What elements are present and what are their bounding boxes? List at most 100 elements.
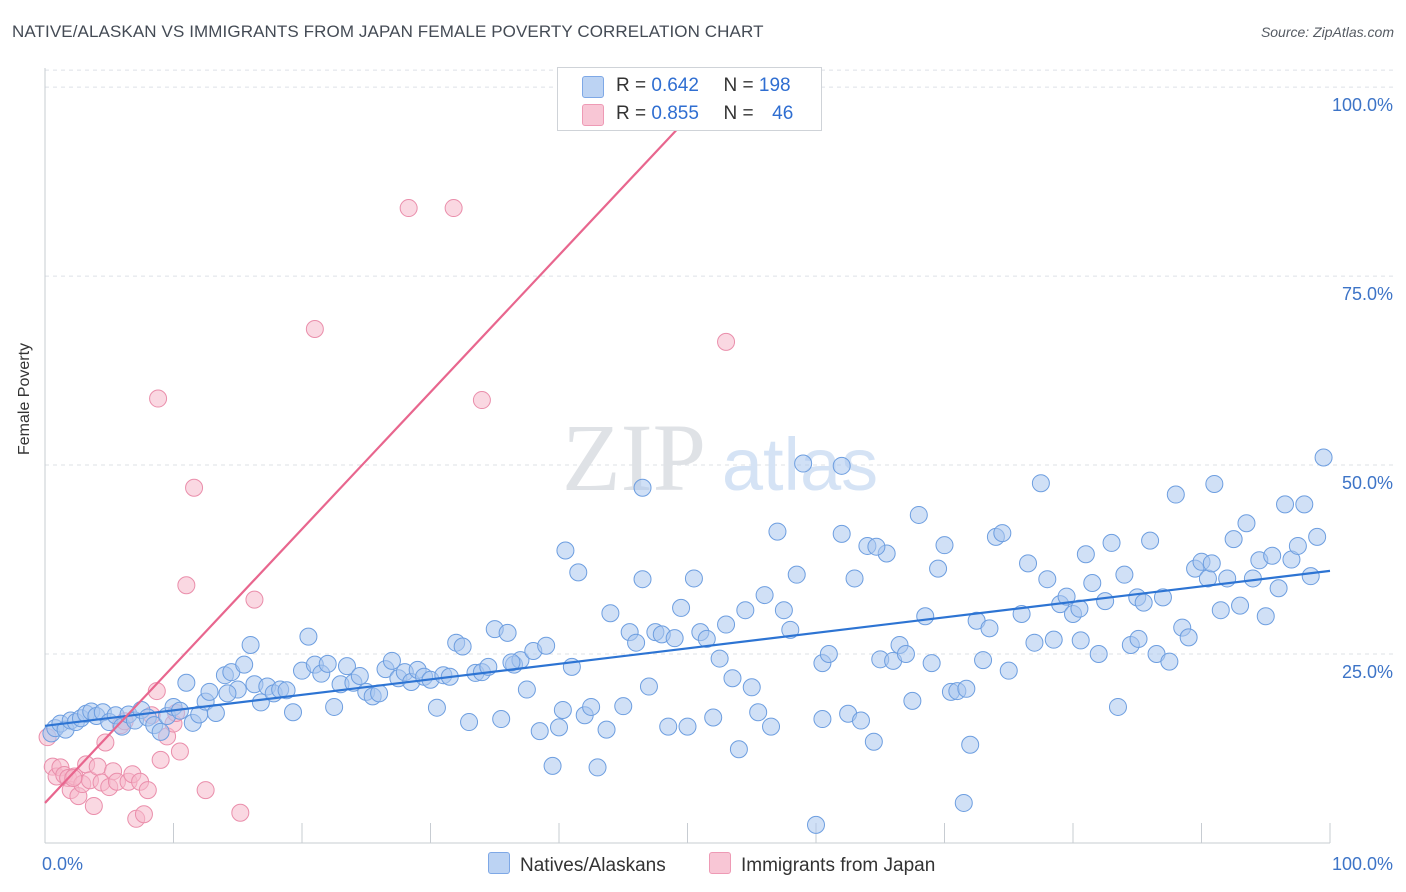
data-point-natives [755, 586, 774, 605]
legend-label-japan: Immigrants from Japan [741, 855, 936, 876]
data-point-natives [151, 722, 170, 741]
legend-r-value: 0.642 [651, 75, 699, 96]
data-point-natives [1269, 579, 1288, 598]
data-point-natives [1025, 633, 1044, 652]
data-point-natives [498, 623, 517, 642]
data-point-natives [717, 615, 736, 634]
legend-r-label: R = [616, 103, 647, 124]
data-point-japan [231, 803, 250, 822]
data-point-natives [1166, 485, 1185, 504]
data-point-natives [903, 691, 922, 710]
data-point-japan [138, 781, 157, 800]
data-point-natives [819, 645, 838, 664]
data-point-natives [633, 570, 652, 589]
axes [44, 68, 1331, 844]
legend-n-value: 198 [758, 75, 791, 96]
data-point-natives [582, 697, 601, 716]
legend-swatch-blue [488, 852, 510, 874]
data-point-natives [177, 673, 196, 692]
data-point-natives [1012, 604, 1031, 623]
data-point-natives [325, 697, 344, 716]
data-point-natives [762, 717, 781, 736]
data-point-natives [935, 536, 954, 555]
data-point-natives [550, 718, 568, 737]
data-point-japan [717, 332, 736, 351]
data-point-natives [896, 645, 915, 664]
series-legend: Natives/Alaskans Immigrants from Japan [0, 852, 1406, 878]
data-point-japan [196, 781, 215, 800]
data-point-natives [845, 569, 864, 588]
data-point-natives [1301, 567, 1320, 586]
x-tick-label: 0.0% [42, 854, 83, 874]
data-point-natives [517, 680, 536, 699]
legend-item-natives[interactable]: Natives/Alaskans [488, 852, 666, 877]
data-point-natives [1295, 495, 1314, 514]
data-point-natives [1089, 645, 1108, 664]
data-point-japan [134, 805, 153, 824]
data-point-natives [241, 635, 260, 654]
data-point-natives [1153, 588, 1172, 607]
data-point-natives [1129, 629, 1148, 648]
data-point-natives [370, 684, 389, 703]
data-point-natives [1108, 697, 1127, 716]
trendline-natives [44, 569, 1331, 727]
data-point-natives [665, 629, 684, 648]
data-point-japan [170, 742, 189, 761]
data-point-natives [1076, 545, 1095, 564]
data-point-natives [1083, 573, 1102, 592]
data-point-natives [864, 732, 883, 751]
data-point-natives [1202, 554, 1221, 573]
data-point-natives [922, 654, 941, 673]
data-point-natives [502, 653, 521, 672]
y-tick-label: 100.0% [1332, 95, 1393, 115]
data-point-natives [382, 651, 401, 670]
data-point-natives [867, 537, 886, 556]
data-point-natives [1231, 596, 1250, 615]
data-point-natives [1205, 474, 1224, 493]
data-point-natives [1314, 448, 1333, 467]
data-point-natives [1288, 536, 1307, 555]
data-point-natives [1071, 631, 1090, 650]
data-point-natives [1044, 630, 1063, 649]
data-point-natives [678, 717, 697, 736]
data-point-natives [460, 713, 479, 732]
data-point-natives [251, 693, 270, 712]
y-tick-label: 25.0% [1342, 662, 1393, 682]
data-point-natives [1160, 652, 1179, 671]
y-tick-label: 75.0% [1342, 284, 1393, 304]
data-point-natives [999, 661, 1018, 680]
data-point-natives [588, 758, 607, 777]
data-point-natives [543, 756, 562, 775]
data-point-japan [149, 389, 168, 408]
data-point-natives [774, 601, 793, 620]
data-point-natives [553, 700, 572, 719]
data-point-japan [151, 750, 170, 769]
legend-swatch-pink [582, 104, 604, 126]
data-point-japan [305, 320, 324, 338]
data-point-natives [980, 619, 999, 638]
data-point-natives [768, 522, 787, 541]
legend-item-japan[interactable]: Immigrants from Japan [709, 852, 935, 877]
data-point-natives [954, 793, 973, 812]
data-point-natives [832, 456, 851, 475]
series-immigrants-japan [38, 199, 736, 828]
data-point-natives [813, 710, 832, 729]
data-point-natives [1102, 533, 1121, 552]
data-point-natives [350, 666, 369, 685]
data-point-japan [245, 590, 264, 609]
chart-title: NATIVE/ALASKAN VS IMMIGRANTS FROM JAPAN … [12, 22, 764, 41]
data-point-natives [749, 703, 768, 722]
legend-r-value: 0.855 [651, 103, 699, 124]
data-point-natives [781, 620, 800, 639]
data-point-natives [929, 559, 948, 578]
data-point-natives [1038, 570, 1057, 589]
data-point-japan [88, 757, 107, 776]
data-point-natives [284, 703, 303, 722]
data-point-japan [472, 391, 491, 410]
data-point-natives [684, 569, 703, 588]
data-point-natives [614, 697, 633, 716]
source-label: Source: ZipAtlas.com [1260, 24, 1394, 40]
data-point-natives [1019, 554, 1038, 573]
data-point-natives [909, 505, 928, 524]
data-point-natives [794, 454, 813, 473]
